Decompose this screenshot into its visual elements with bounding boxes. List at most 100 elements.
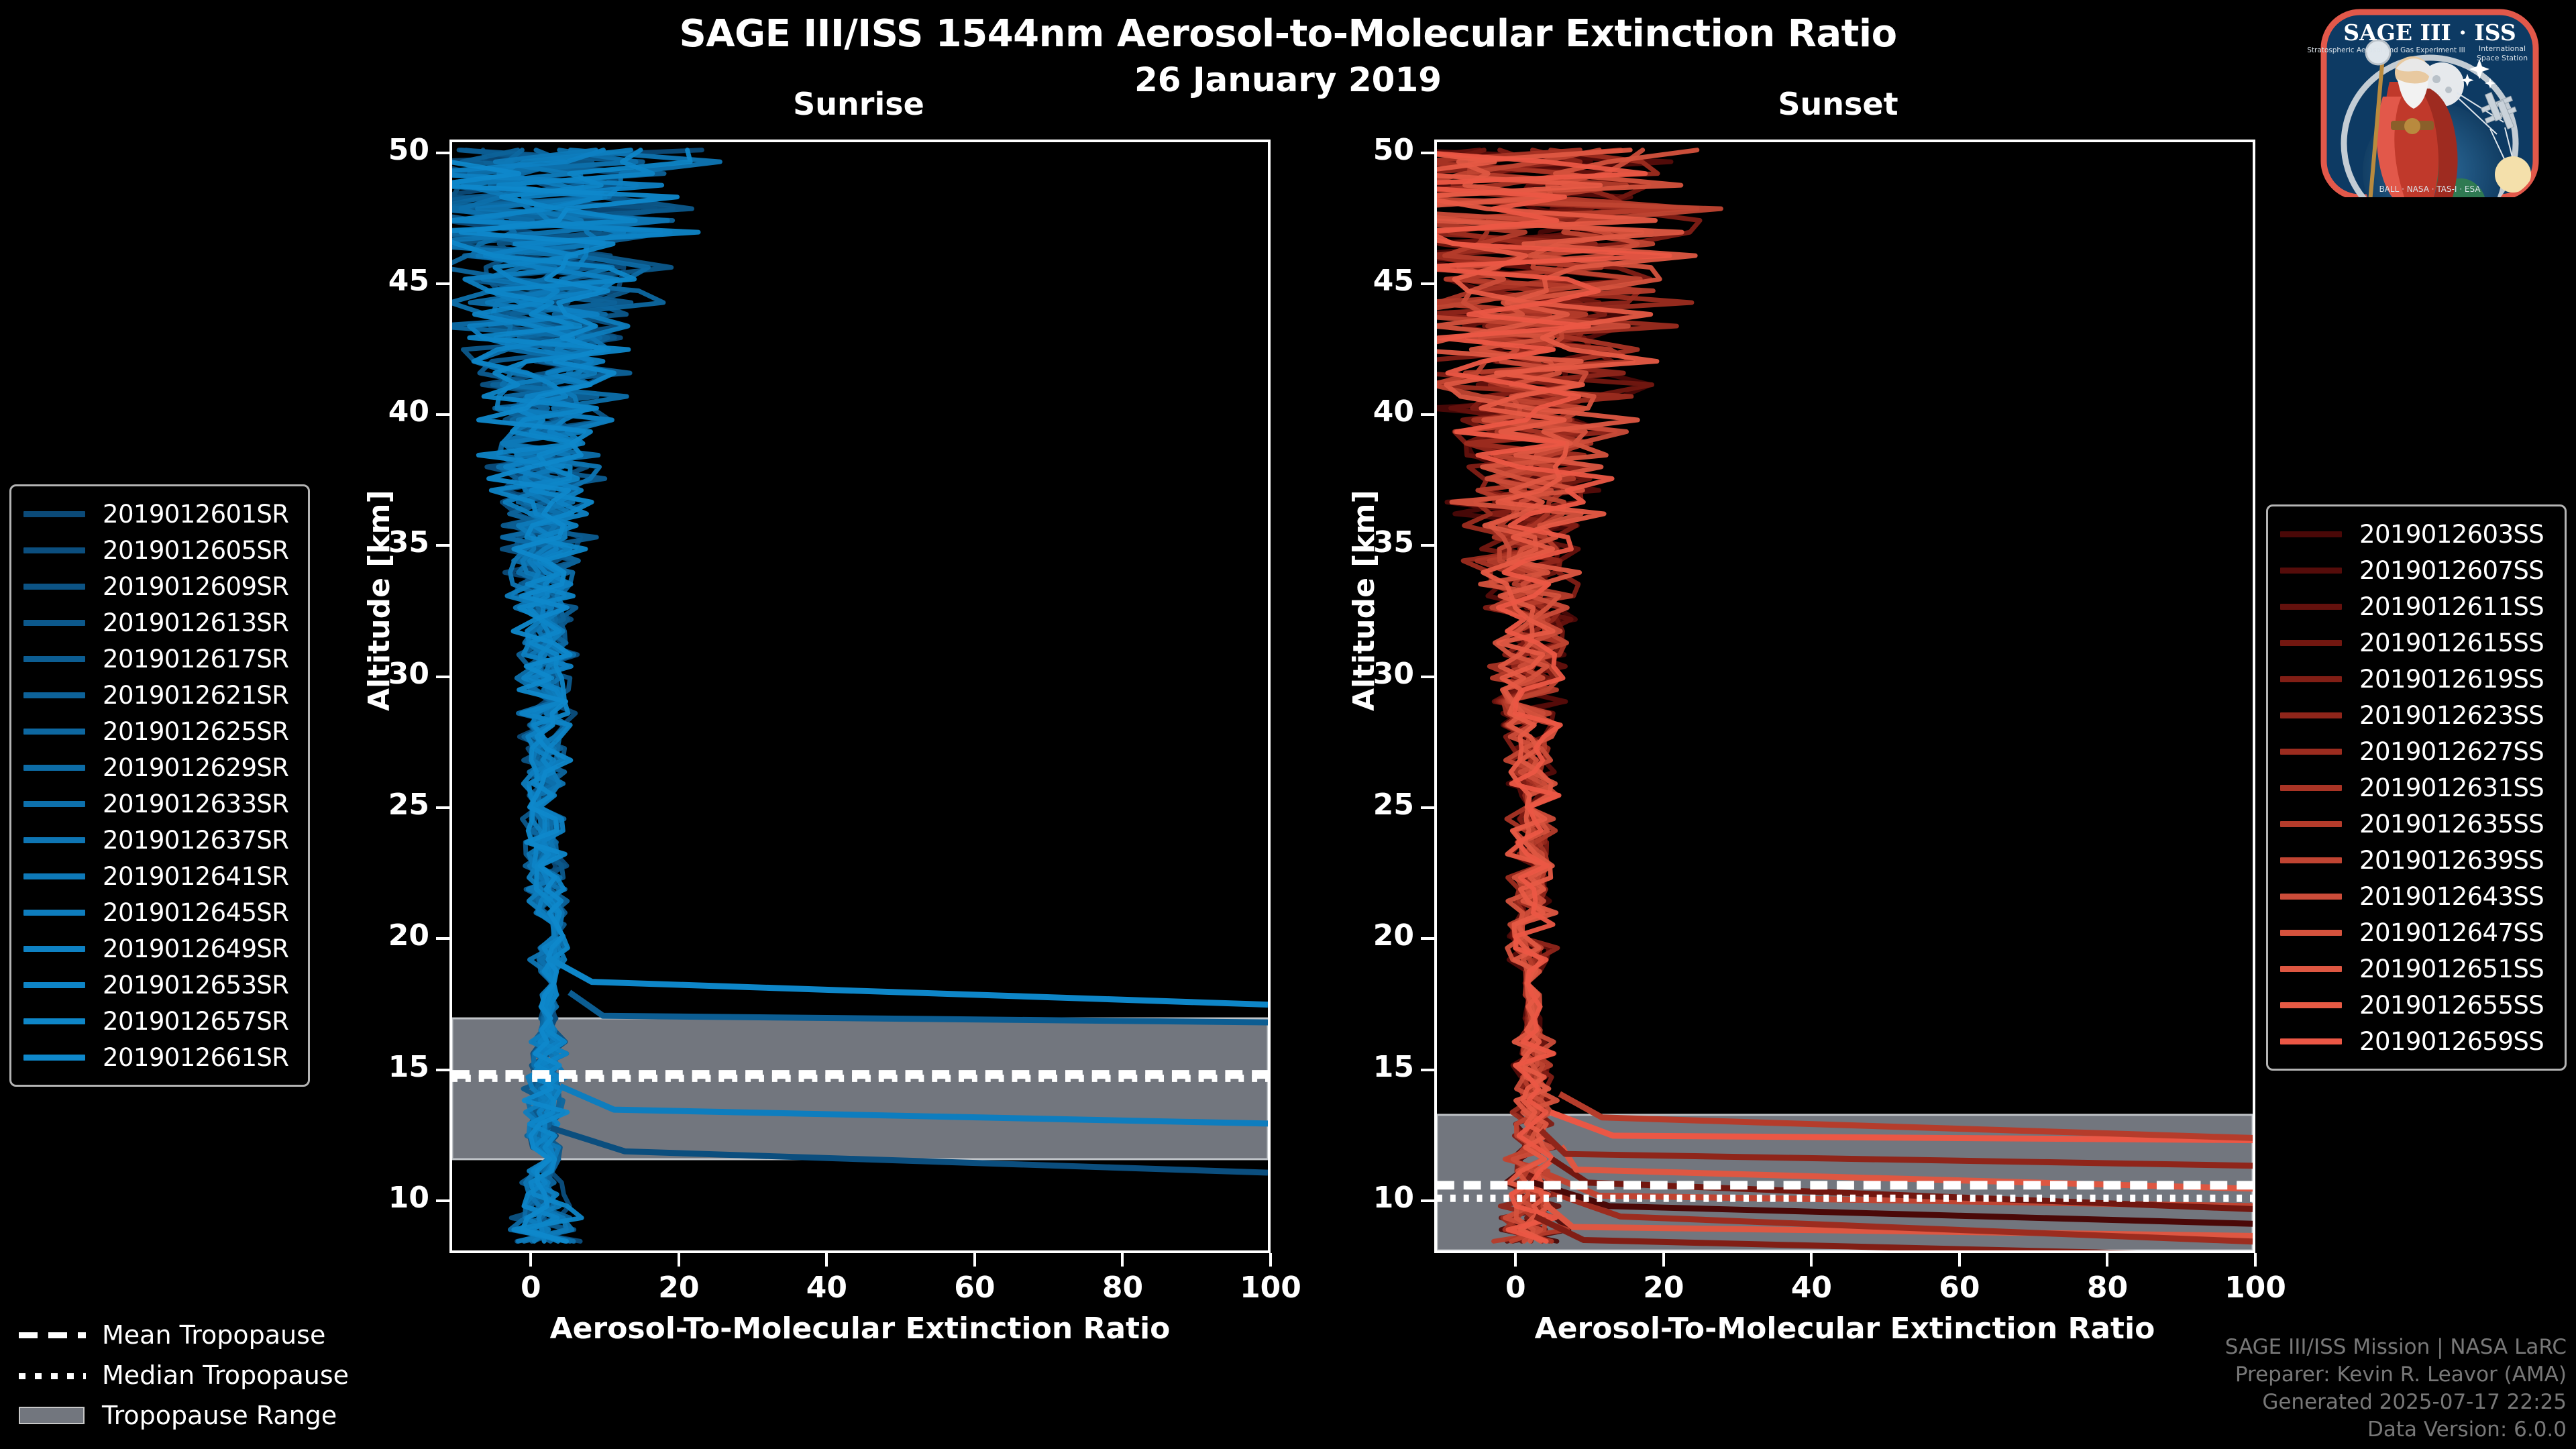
saturated-profile-branch: [547, 955, 1268, 1008]
x-tick-label: 40: [1790, 1271, 1832, 1305]
y-tick-mark: [1421, 806, 1434, 809]
sunrise-legend-item[interactable]: 2019012661SR: [23, 1039, 296, 1075]
x-tick-mark: [1662, 1253, 1665, 1267]
x-tick-label: 0: [520, 1271, 541, 1305]
sunset-panel-title: Sunset: [1778, 86, 1898, 122]
line-swatch-icon: [2280, 1002, 2342, 1008]
sunset-legend-label: 2019012623SS: [2359, 700, 2544, 730]
sunset-legend-item[interactable]: 2019012607SS: [2280, 552, 2553, 588]
logo-title: SAGE III · ISS: [2343, 19, 2516, 46]
line-swatch-icon: [2280, 531, 2342, 537]
sunset-legend-item[interactable]: 2019012619SS: [2280, 661, 2553, 697]
date-subtitle: 26 January 2019: [1134, 60, 1442, 99]
sunset-legend-item[interactable]: 2019012639SS: [2280, 842, 2553, 878]
y-tick-label: 30: [1373, 656, 1414, 691]
credit-line-mission: SAGE III/ISS Mission | NASA LaRC: [2224, 1335, 2567, 1359]
x-tick-label: 40: [806, 1271, 847, 1305]
sunset-legend-item[interactable]: 2019012615SS: [2280, 625, 2553, 661]
sunset-legend-label: 2019012611SS: [2359, 592, 2544, 621]
line-swatch-icon: [23, 1054, 85, 1061]
credits-block: SAGE III/ISS Mission | NASA LaRC Prepare…: [2225, 1334, 2567, 1444]
line-swatch-icon: [23, 981, 85, 988]
y-tick-mark: [1421, 544, 1434, 547]
y-tick-mark: [436, 282, 449, 285]
line-swatch-icon: [23, 619, 85, 626]
y-tick-label: 10: [1373, 1180, 1414, 1215]
sunset-legend-item[interactable]: 2019012631SS: [2280, 769, 2553, 806]
y-tick-mark: [436, 544, 449, 547]
line-swatch-icon: [23, 655, 85, 662]
line-swatch-icon: [2280, 820, 2342, 827]
y-tick-mark: [1421, 675, 1434, 678]
x-tick-label: 20: [658, 1271, 700, 1305]
x-tick-label: 100: [2224, 1271, 2286, 1305]
line-swatch-icon: [2280, 639, 2342, 646]
sunset-legend-item[interactable]: 2019012611SS: [2280, 588, 2553, 625]
sunrise-legend-item[interactable]: 2019012625SR: [23, 713, 296, 749]
line-swatch-icon: [23, 547, 85, 553]
sunrise-plot-area: [449, 140, 1271, 1253]
sunrise-legend-item[interactable]: 2019012641SR: [23, 858, 296, 894]
sunset-legend-item[interactable]: 2019012627SS: [2280, 733, 2553, 769]
profile-line: [452, 148, 693, 1244]
x-tick-mark: [1514, 1253, 1517, 1267]
sunset-legend-item[interactable]: 2019012659SS: [2280, 1023, 2553, 1059]
sunrise-legend-item[interactable]: 2019012601SR: [23, 496, 296, 532]
line-swatch-icon: [2280, 1038, 2342, 1044]
sunset-legend-item[interactable]: 2019012635SS: [2280, 806, 2553, 842]
sunrise-legend-item[interactable]: 2019012609SR: [23, 568, 296, 604]
sunset-legend-label: 2019012643SS: [2359, 881, 2544, 911]
sunrise-legend-item[interactable]: 2019012621SR: [23, 677, 296, 713]
sunset-legend-item[interactable]: 2019012623SS: [2280, 697, 2553, 733]
sunrise-series-legend: 2019012601SR 2019012605SR 2019012609SR 2019…: [9, 484, 310, 1087]
sunrise-legend-item[interactable]: 2019012613SR: [23, 604, 296, 641]
sunrise-legend-label: 2019012629SR: [103, 753, 289, 782]
line-swatch-icon: [2280, 857, 2342, 863]
legend-item-median-tropopause: Median Tropopause: [19, 1355, 381, 1395]
credit-line-data-version: Data Version: 6.0.0: [2367, 1417, 2567, 1442]
tropopause-legend: Mean Tropopause Median Tropopause Tropop…: [19, 1315, 381, 1436]
sunrise-legend-item[interactable]: 2019012649SR: [23, 930, 296, 967]
sunset-legend-item[interactable]: 2019012655SS: [2280, 987, 2553, 1023]
sunset-x-axis-label: Aerosol-To-Molecular Extinction Ratio: [1534, 1311, 2155, 1346]
y-tick-mark: [436, 806, 449, 809]
saturated-profile-branch: [1539, 1128, 2253, 1169]
sunrise-legend-label: 2019012613SR: [103, 608, 289, 637]
sunrise-legend-item[interactable]: 2019012633SR: [23, 786, 296, 822]
sunrise-legend-item[interactable]: 2019012653SR: [23, 967, 296, 1003]
sunset-legend-item[interactable]: 2019012643SS: [2280, 878, 2553, 914]
x-tick-mark: [973, 1253, 976, 1267]
sunrise-legend-item[interactable]: 2019012657SR: [23, 1003, 296, 1039]
y-tick-label: 20: [388, 918, 429, 953]
sunset-legend-item[interactable]: 2019012647SS: [2280, 914, 2553, 951]
sunrise-legend-label: 2019012601SR: [103, 499, 289, 529]
sunset-legend-label: 2019012627SS: [2359, 737, 2544, 766]
y-tick-mark: [436, 413, 449, 417]
profile-line: [1437, 151, 1672, 1244]
sunset-legend-label: 2019012647SS: [2359, 918, 2544, 947]
mission-patch-svg: BALL · NASA · TAS-I · ESA SAGE III · ISS…: [2307, 9, 2539, 201]
saturated-profile-branch: [1532, 1179, 2253, 1227]
sage3-iss-mission-patch-logo: BALL · NASA · TAS-I · ESA SAGE III · ISS…: [2289, 3, 2571, 201]
sunset-legend-label: 2019012607SS: [2359, 555, 2544, 585]
sunset-legend-item[interactable]: 2019012651SS: [2280, 951, 2553, 987]
x-tick-label: 80: [1102, 1271, 1144, 1305]
x-tick-label: 100: [1240, 1271, 1301, 1305]
y-tick-label: 45: [1373, 263, 1414, 298]
sunset-legend-label: 2019012615SS: [2359, 628, 2544, 657]
sunrise-legend-label: 2019012653SR: [103, 970, 289, 1000]
line-swatch-icon: [2280, 603, 2342, 610]
sunrise-legend-item[interactable]: 2019012637SR: [23, 822, 296, 858]
sunrise-legend-item[interactable]: 2019012629SR: [23, 749, 296, 786]
sunrise-legend-item[interactable]: 2019012645SR: [23, 894, 296, 930]
profile-line: [452, 160, 680, 1244]
x-tick-label: 60: [954, 1271, 996, 1305]
page-title: SAGE III/ISS 1544nm Aerosol-to-Molecular…: [679, 12, 1897, 56]
sunset-legend-item[interactable]: 2019012603SS: [2280, 516, 2553, 552]
sunrise-legend-item[interactable]: 2019012605SR: [23, 532, 296, 568]
line-swatch-icon: [23, 837, 85, 843]
line-swatch-icon: [2280, 929, 2342, 936]
sunrise-legend-label: 2019012625SR: [103, 716, 289, 746]
y-tick-label: 50: [388, 132, 429, 167]
sunrise-legend-item[interactable]: 2019012617SR: [23, 641, 296, 677]
